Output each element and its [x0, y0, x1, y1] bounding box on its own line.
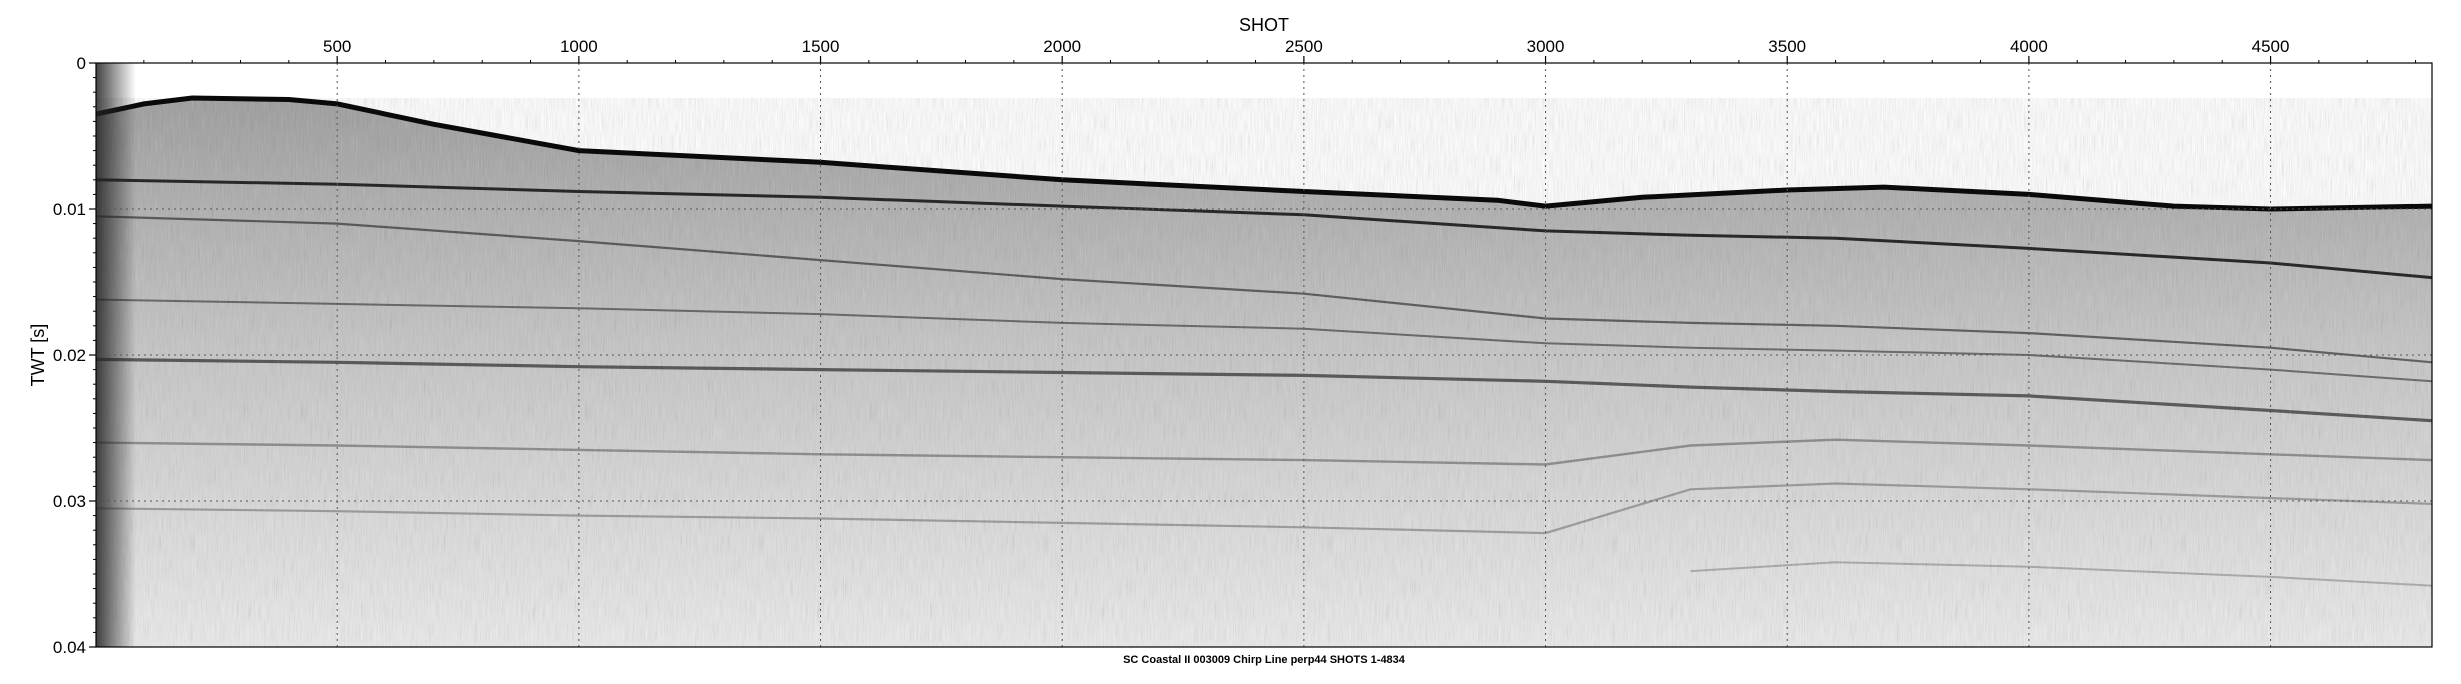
x-tick-label: 1500	[802, 37, 840, 56]
reflector-line	[96, 438, 2432, 466]
x-tick-label: 2500	[1285, 37, 1323, 56]
x-tick-label: 3000	[1527, 37, 1565, 56]
y-tick-label: 0.01	[53, 200, 86, 219]
x-tick-label: 2000	[1043, 37, 1081, 56]
x-tick-label: 500	[323, 37, 351, 56]
plot-area	[96, 63, 2432, 647]
y-tick-label: 0.04	[53, 638, 86, 657]
reflector-line	[96, 357, 2432, 423]
x-tick-label: 1000	[560, 37, 598, 56]
y-axis-title: TWT [s]	[28, 324, 48, 387]
x-tick-label: 4500	[2252, 37, 2290, 56]
y-tick-label: 0.03	[53, 492, 86, 511]
reflector-line	[96, 482, 2432, 535]
reflector-line	[96, 178, 2432, 280]
x-axis-title: SHOT	[1239, 15, 1289, 35]
y-tick-label: 0	[77, 54, 86, 73]
chart-caption: SC Coastal II 003009 Chirp Line perp44 S…	[1123, 654, 1406, 666]
x-tick-label: 3500	[1768, 37, 1806, 56]
reflector-line	[1690, 561, 2432, 587]
sediment-texture	[96, 98, 2432, 647]
y-axis: 0 0.01 0.02 0.03 0.04	[53, 54, 96, 657]
x-tick-label: 4000	[2010, 37, 2048, 56]
seafloor-reflector	[96, 95, 2432, 212]
reflector-line	[96, 215, 2432, 364]
grid-lines	[96, 63, 2432, 647]
y-tick-label: 0.02	[53, 346, 86, 365]
reflector-line	[96, 298, 2432, 383]
x-axis: 500 1000 1500 2000 2500 3000 3500 4000 4500	[143, 37, 2417, 63]
reflector-layer	[96, 178, 2432, 587]
